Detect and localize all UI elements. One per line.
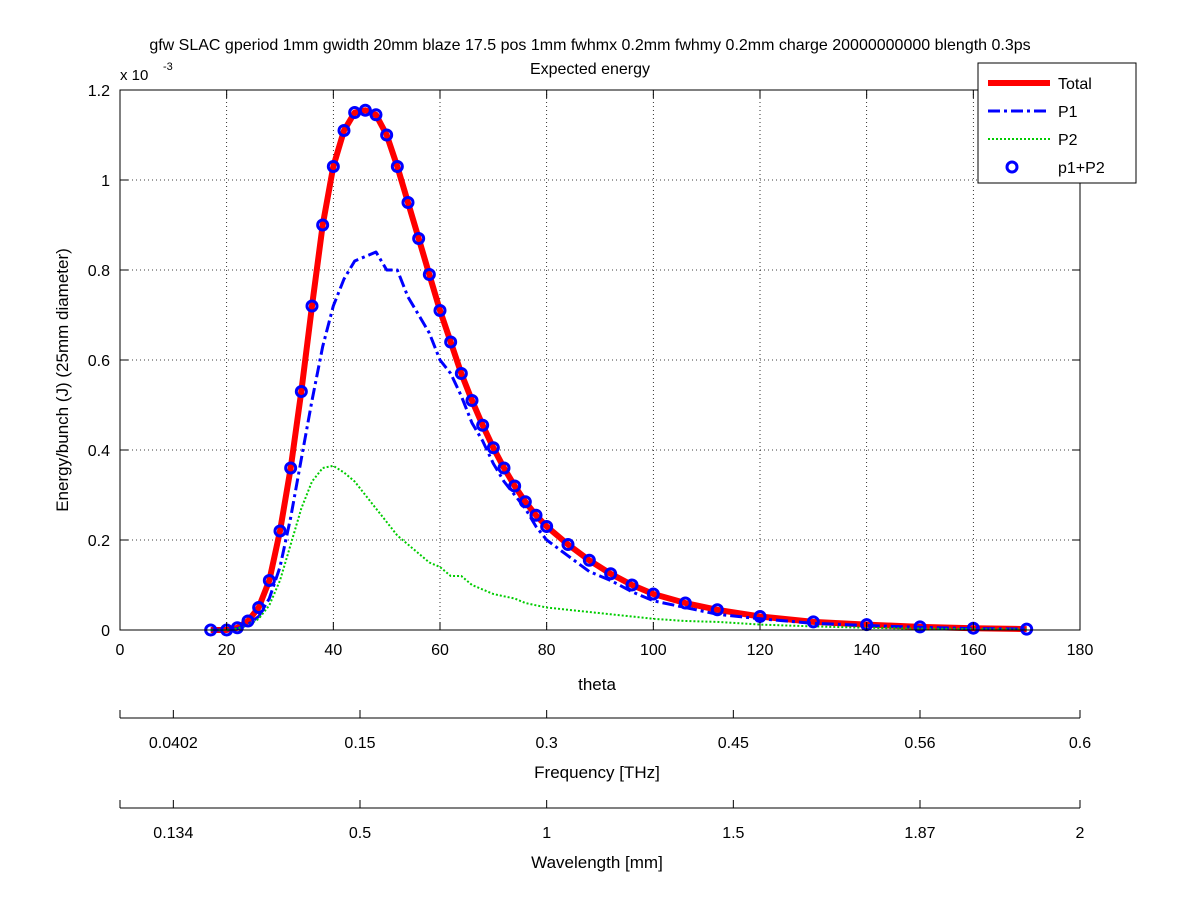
series-total-line	[210, 107, 1027, 633]
data-point	[326, 160, 340, 173]
x-axis-label: theta	[578, 675, 616, 694]
y-axis-label: Energy/bunch (J) (25mm diameter)	[53, 248, 72, 512]
legend-item-total-label: Total	[1058, 76, 1092, 93]
data-point	[646, 587, 660, 601]
data-point	[1020, 622, 1034, 636]
data-point	[454, 367, 468, 380]
secondary-axis-tick-label: 0.5	[349, 825, 371, 842]
x-tick-label: 180	[1067, 642, 1094, 659]
y-axis-multiplier: x 10	[120, 67, 148, 84]
y-tick-label: 0.8	[88, 263, 110, 280]
legend-item-p1-label: P1	[1058, 104, 1078, 121]
y-tick-label: 0	[101, 623, 110, 640]
x-tick-label: 80	[538, 642, 556, 659]
y-tick-label: 1.2	[88, 83, 110, 100]
secondary-axis-tick-label: 0.45	[718, 735, 749, 752]
x-tick-label: 20	[218, 642, 236, 659]
y-axis-exponent: -3	[163, 61, 173, 73]
data-point	[582, 553, 596, 567]
data-point	[529, 508, 543, 522]
x-tick-label: 120	[747, 642, 774, 659]
secondary-axis-tick-label: 1.5	[722, 825, 744, 842]
data-point	[252, 601, 266, 614]
data-point	[678, 596, 692, 610]
x-tick-label: 40	[324, 642, 342, 659]
secondary-axis-tick-label: 0.3	[536, 735, 558, 752]
chart-subtitle: Expected energy	[530, 61, 650, 78]
y-tick-label: 1	[101, 173, 110, 190]
data-point	[316, 218, 330, 232]
secondary-axis-label: Wavelength [mm]	[531, 853, 663, 872]
data-point	[284, 461, 298, 475]
data-point	[806, 615, 820, 629]
data-point	[497, 461, 511, 475]
secondary-axes: 0.0402 0.15 0.3 0.45 0.56 0.6 Frequency [THz] 0…	[119, 710, 1091, 872]
data-point	[380, 128, 394, 142]
data-point	[401, 196, 415, 209]
data-point	[241, 614, 255, 628]
data-point	[465, 394, 479, 407]
secondary-axis-tick-label: 0.15	[344, 735, 375, 752]
x-tick-label: 160	[960, 642, 987, 659]
x-tick-label: 0	[116, 642, 125, 659]
data-point	[476, 418, 490, 432]
secondary-axis-label: Frequency [THz]	[534, 763, 660, 782]
data-point	[913, 620, 927, 634]
series-p2-line	[210, 464, 1027, 631]
secondary-axis-tick-label: 2	[1076, 825, 1085, 842]
data-point	[508, 479, 522, 493]
legend-item-p1-p2-swatch	[1005, 160, 1019, 174]
secondary-axis-tick-label: 0.0402	[149, 735, 198, 752]
y-axis-ticks: 0 0.2 0.4 0.6 0.8 1 1.2	[88, 83, 1080, 640]
data-point	[561, 538, 575, 551]
data-point	[358, 103, 372, 117]
data-point	[262, 574, 276, 587]
data-point	[337, 124, 351, 137]
secondary-axis-tick-label: 1	[542, 825, 551, 842]
secondary-axis-tick-label: 0.6	[1069, 735, 1091, 752]
data-point	[625, 578, 639, 592]
y-tick-label: 0.2	[88, 533, 110, 550]
y-tick-label: 0.4	[88, 443, 110, 460]
x-tick-label: 140	[853, 642, 880, 659]
secondary-axis-tick-label: 0.56	[904, 735, 935, 752]
data-point	[518, 495, 532, 509]
data-point	[369, 108, 383, 122]
x-axis-ticks: 0 20 40 60 80 100 120 140 160 180	[116, 90, 1094, 659]
data-point	[294, 385, 308, 398]
legend-item-p2-label: P2	[1058, 132, 1078, 149]
data-point	[433, 304, 447, 317]
series-p1-line	[210, 250, 1027, 632]
x-tick-label: 100	[640, 642, 667, 659]
secondary-axis-tick-label: 1.87	[904, 825, 935, 842]
y-tick-label: 0.6	[88, 353, 110, 370]
secondary-axis-tick-label: 0.134	[153, 825, 193, 842]
data-point	[412, 232, 426, 245]
data-point	[604, 567, 618, 581]
data-point	[273, 524, 287, 538]
data-point	[486, 441, 500, 455]
data-point	[305, 299, 319, 313]
data-point	[710, 603, 724, 617]
data-point	[753, 610, 767, 623]
data-point	[230, 621, 244, 635]
data-point	[540, 520, 554, 533]
data-point	[422, 268, 436, 281]
x-tick-label: 60	[431, 642, 449, 659]
data-point	[390, 160, 404, 173]
chart-title: gfw SLAC gperiod 1mm gwidth 20mm blaze 1…	[149, 37, 1030, 54]
data-point	[444, 335, 458, 349]
legend-item-p1-p2-label: p1+P2	[1058, 160, 1105, 177]
legend: Total P1 P2 p1+P2	[977, 62, 1137, 184]
